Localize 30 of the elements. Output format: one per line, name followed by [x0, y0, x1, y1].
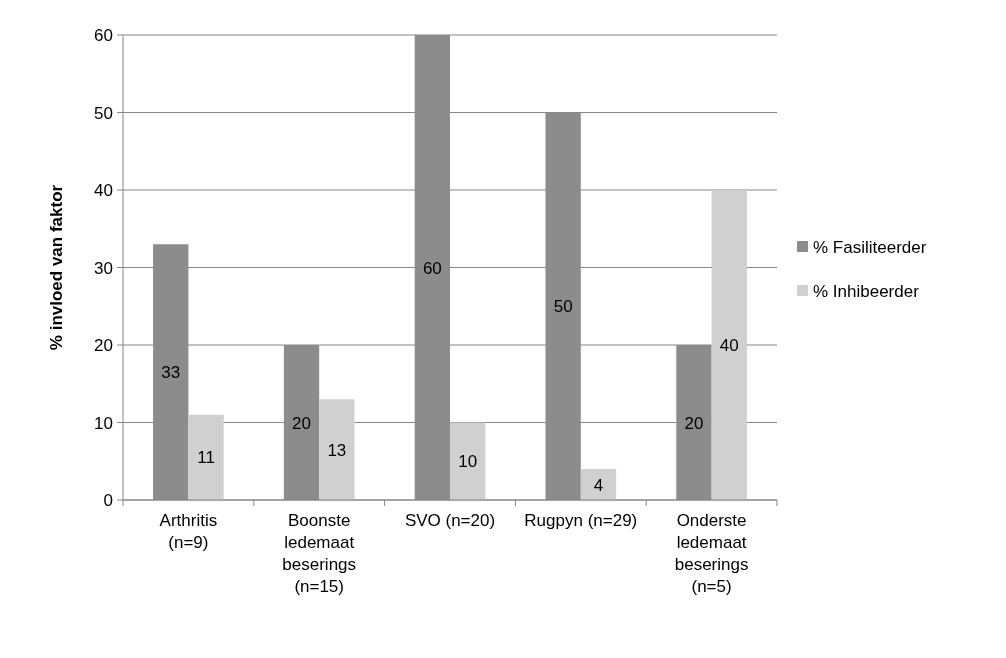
y-tick-label: 20 [94, 336, 113, 355]
data-label: 20 [684, 413, 704, 433]
data-label: 11 [197, 448, 215, 468]
data-label: 33 [161, 363, 181, 383]
data-label: 40 [719, 336, 739, 355]
x-tick-label: Boonste ledemaat beserings (n=15) [282, 511, 357, 596]
x-tick-label: Onderste ledemaat beserings (n=5) [674, 511, 749, 596]
bar [188, 414, 224, 500]
bar [711, 190, 747, 500]
y-tick-label: 0 [103, 491, 113, 510]
y-tick-label: 10 [94, 413, 113, 433]
y-tick-label: 60 [94, 26, 113, 45]
bar [580, 469, 617, 500]
legend-label: % Inhibeerder [813, 282, 920, 301]
y-axis-title: % invloed van faktor [47, 184, 66, 351]
data-label: 60 [422, 258, 442, 278]
data-label: 50 [553, 297, 573, 317]
bar [319, 399, 355, 500]
data-label: 4 [593, 475, 604, 495]
x-tick-label: Arthritis (n=9) [159, 511, 218, 552]
y-tick-label: 40 [94, 181, 113, 200]
x-tick-label: Rugpyn (n=29) [524, 511, 638, 530]
y-tick-label: 30 [94, 258, 113, 278]
data-label: 10 [458, 452, 478, 472]
y-tick-label: 50 [94, 103, 113, 123]
bar [450, 422, 486, 500]
data-label: 20 [292, 413, 311, 433]
x-tick-label: SVO (n=20) [404, 511, 496, 530]
legend-label: % Fasiliteerder [813, 238, 927, 257]
data-label: 13 [327, 440, 347, 460]
